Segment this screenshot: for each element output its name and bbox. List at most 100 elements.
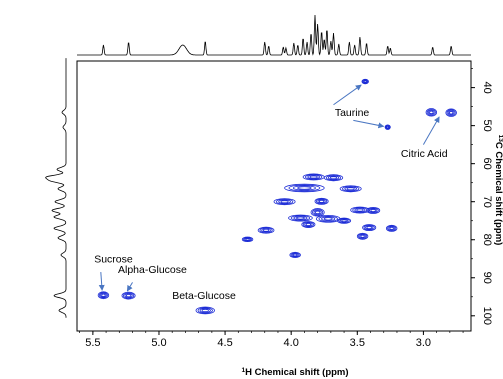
contour-ring bbox=[97, 291, 110, 300]
contour-ring bbox=[289, 251, 301, 259]
y-axis-title-text: C Chemical shift (ppm) bbox=[493, 142, 503, 245]
contour-peak bbox=[361, 78, 369, 85]
contour-peaks-layer bbox=[97, 78, 457, 315]
contour-ring bbox=[284, 183, 325, 193]
contour-ring bbox=[244, 237, 251, 242]
contour-ring bbox=[123, 292, 135, 299]
contour-peak bbox=[195, 306, 215, 315]
contour-ring bbox=[243, 237, 253, 242]
contour-peak bbox=[425, 108, 438, 117]
contour-ring bbox=[318, 199, 325, 203]
contour-ring bbox=[385, 125, 390, 129]
contour-ring bbox=[290, 215, 311, 221]
contour-ring bbox=[384, 124, 391, 130]
contour-ring bbox=[302, 221, 314, 228]
contour-ring bbox=[337, 217, 352, 224]
contour-peak bbox=[337, 217, 352, 224]
annotation-arrow bbox=[98, 272, 105, 291]
contour-peak bbox=[339, 185, 362, 193]
contour-ring bbox=[314, 210, 321, 215]
contour-ring bbox=[288, 214, 313, 222]
contour-ring bbox=[363, 80, 367, 83]
contour-ring bbox=[314, 197, 329, 205]
contour-ring bbox=[317, 199, 326, 204]
contour-ring bbox=[301, 221, 316, 228]
annotation-label: Sucrose bbox=[94, 254, 133, 266]
contour-ring bbox=[257, 226, 275, 234]
x-tick-label: 4.5 bbox=[217, 337, 232, 349]
x-axis-title-text: H Chemical shift (ppm) bbox=[245, 367, 348, 378]
contour-ring bbox=[323, 174, 344, 182]
contour-ring bbox=[325, 174, 342, 181]
contour-peak bbox=[273, 198, 296, 206]
contour-ring bbox=[293, 215, 308, 221]
contour-ring bbox=[125, 294, 132, 298]
contour-ring bbox=[318, 215, 338, 222]
contour-ring bbox=[199, 308, 211, 313]
contour-ring bbox=[297, 186, 312, 190]
contour-ring bbox=[307, 174, 320, 180]
contour-ring bbox=[386, 125, 390, 129]
contour-peak bbox=[241, 236, 254, 243]
contour-ring bbox=[201, 308, 209, 313]
contour-ring bbox=[280, 200, 289, 204]
contour-peak bbox=[284, 183, 325, 193]
contour-ring bbox=[425, 108, 438, 117]
contour-ring bbox=[356, 208, 364, 212]
contour-ring bbox=[365, 225, 374, 230]
contour-ring bbox=[273, 198, 296, 206]
contour-ring bbox=[429, 110, 434, 115]
contour-ring bbox=[295, 216, 305, 220]
contour-ring bbox=[292, 185, 316, 191]
contour-ring bbox=[321, 216, 336, 222]
contour-ring bbox=[310, 208, 325, 217]
contour-ring bbox=[288, 184, 321, 192]
contour-ring bbox=[305, 174, 323, 180]
contour-ring bbox=[366, 207, 381, 214]
contour-ring bbox=[292, 253, 298, 257]
contour-ring bbox=[100, 292, 107, 298]
contour-ring bbox=[195, 306, 215, 315]
contour-ring bbox=[367, 207, 379, 214]
x-tick-label: 5.5 bbox=[85, 337, 100, 349]
contour-ring bbox=[327, 175, 340, 180]
side-projection-spectrum bbox=[45, 58, 67, 318]
x-tick-label: 4.0 bbox=[284, 337, 299, 349]
contour-ring bbox=[369, 208, 378, 213]
contour-ring bbox=[427, 109, 435, 115]
contour-peak bbox=[257, 226, 275, 234]
contour-ring bbox=[445, 108, 457, 117]
contour-ring bbox=[98, 292, 108, 299]
contour-peak bbox=[314, 197, 329, 205]
annotation-arrow bbox=[333, 84, 362, 106]
contour-ring bbox=[305, 223, 312, 226]
x-axis-title-isotope: 1 bbox=[241, 367, 245, 374]
contour-peak bbox=[323, 174, 344, 182]
contour-ring bbox=[363, 224, 375, 231]
contour-ring bbox=[259, 227, 273, 233]
y-axis-title-isotope: 13 bbox=[498, 135, 503, 143]
contour-peak bbox=[121, 291, 136, 300]
plot-area-frame bbox=[76, 60, 472, 332]
contour-ring bbox=[291, 253, 299, 257]
contour-ring bbox=[290, 252, 300, 258]
contour-ring bbox=[346, 187, 355, 191]
contour-ring bbox=[339, 218, 349, 223]
contour-ring bbox=[278, 199, 291, 204]
contour-peak bbox=[310, 208, 325, 217]
contour-peak bbox=[302, 173, 325, 181]
contour-ring bbox=[313, 209, 322, 215]
contour-ring bbox=[316, 198, 328, 205]
annotation-arrow bbox=[422, 116, 440, 145]
annotation-label: Taurine bbox=[335, 107, 370, 119]
contour-ring bbox=[261, 228, 271, 233]
contour-peak bbox=[289, 251, 301, 259]
contour-ring bbox=[359, 234, 366, 239]
contour-ring bbox=[426, 108, 436, 116]
contour-ring bbox=[352, 207, 368, 213]
x-axis-title: 1H Chemical shift (ppm) bbox=[241, 367, 348, 379]
contour-peak bbox=[97, 291, 110, 300]
top-projection-spectrum bbox=[77, 14, 471, 56]
